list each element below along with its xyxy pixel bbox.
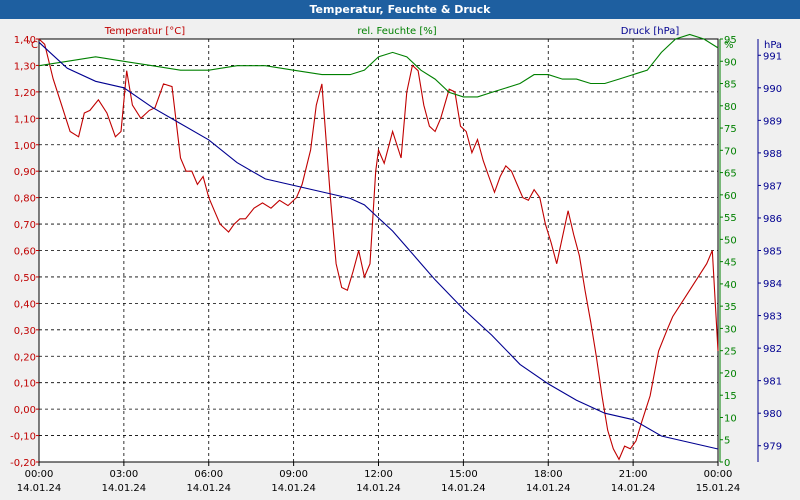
temp-tick-label: -0,10 — [10, 432, 36, 443]
date-tick-label: 14.01.24 — [271, 483, 316, 494]
hum-tick-label: 45 — [724, 258, 737, 269]
hum-tick-label: 95 — [724, 35, 737, 46]
hum-tick-label: 30 — [724, 324, 737, 335]
hum-tick-label: 15 — [724, 391, 737, 402]
temp-tick-label: 0,80 — [14, 194, 36, 205]
hum-tick-label: 55 — [724, 213, 737, 224]
temp-tick-label: 0,00 — [14, 405, 36, 416]
humidity-line — [38, 33, 719, 98]
hum-tick-label: 40 — [724, 280, 737, 291]
time-tick-label: 12:00 — [364, 469, 393, 480]
temp-tick-label: 0,40 — [14, 299, 36, 310]
date-tick-label: 14.01.24 — [526, 483, 571, 494]
date-tick-label: 14.01.24 — [17, 483, 62, 494]
temp-tick-label: 1,10 — [14, 114, 36, 125]
date-tick-label: 14.01.24 — [441, 483, 486, 494]
hum-unit-label: % — [724, 40, 734, 51]
press-tick-label: 983 — [763, 312, 782, 323]
temp-tick-label: 0,60 — [14, 247, 36, 258]
time-tick-label: 00:00 — [704, 469, 733, 480]
press-tick-label: 990 — [763, 84, 782, 95]
chart-title: Temperatur, Feuchte & Druck — [309, 3, 491, 16]
temp-tick-label: 0,50 — [14, 273, 36, 284]
hum-tick-label: 65 — [724, 169, 737, 180]
hum-tick-label: 90 — [724, 57, 737, 68]
press-tick-label: 985 — [763, 247, 782, 258]
press-tick-label: 991 — [763, 51, 782, 62]
date-tick-label: 14.01.24 — [611, 483, 656, 494]
time-tick-label: 03:00 — [109, 469, 138, 480]
hum-tick-label: 85 — [724, 80, 737, 91]
press-tick-label: 988 — [763, 149, 782, 160]
time-axis: 00:00 14.01.24 03:00 14.01.24 06:00 14.01.24 0… — [17, 462, 741, 494]
time-tick-label: 00:00 — [25, 469, 54, 480]
series-lines — [38, 33, 719, 461]
hum-tick-label: 25 — [724, 347, 737, 358]
date-tick-label: 14.01.24 — [102, 483, 147, 494]
hum-tick-label: 5 — [724, 436, 730, 447]
temp-tick-label: 0,90 — [14, 167, 36, 178]
time-tick-label: 06:00 — [194, 469, 223, 480]
pressure-axis: 979 980 981 982 983 984 985 986 987 988 989 990 991 — [757, 39, 782, 462]
time-tick-label: 18:00 — [534, 469, 563, 480]
hum-tick-label: 35 — [724, 302, 737, 313]
press-tick-label: 980 — [763, 409, 782, 420]
hum-tick-label: 20 — [724, 369, 737, 380]
pressure-line — [38, 41, 719, 450]
press-tick-label: 981 — [763, 377, 782, 388]
hum-tick-label: 75 — [724, 124, 737, 135]
temperature-axis: -0,20 -0,10 0,00 0,10 0,20 0,30 0,40 0,50 0,60 0,… — [10, 35, 39, 469]
press-tick-label: 987 — [763, 181, 782, 192]
date-tick-label: 14.01.24 — [186, 483, 231, 494]
temp-unit-label: °C — [26, 40, 38, 51]
hum-tick-label: 10 — [724, 413, 737, 424]
press-tick-label: 984 — [763, 279, 782, 290]
temp-tick-label: 1,40 — [14, 35, 36, 46]
hum-tick-label: 0 — [724, 458, 730, 469]
temp-tick-label: 0,10 — [14, 379, 36, 390]
temp-tick-label: 0,30 — [14, 326, 36, 337]
chart-title-bar: Temperatur, Feuchte & Druck — [0, 0, 800, 19]
temperature-line — [38, 38, 719, 461]
time-tick-label: 09:00 — [279, 469, 308, 480]
temp-tick-label: 1,00 — [14, 141, 36, 152]
press-tick-label: 982 — [763, 344, 782, 355]
press-unit-label: hPa — [764, 40, 782, 51]
hum-tick-label: 60 — [724, 191, 737, 202]
press-tick-label: 989 — [763, 116, 782, 127]
temp-tick-label: 1,20 — [14, 88, 36, 99]
temp-tick-label: 0,20 — [14, 352, 36, 363]
temp-tick-label: 0,70 — [14, 220, 36, 231]
date-tick-label: 14.01.24 — [356, 483, 401, 494]
legend-humidity: rel. Feuchte [%] — [357, 26, 436, 37]
press-tick-label: 979 — [763, 442, 782, 453]
temp-tick-label: 1,30 — [14, 61, 36, 72]
time-tick-label: 15:00 — [449, 469, 478, 480]
date-tick-label: 15.01.24 — [696, 483, 741, 494]
legend-temperature: Temperatur [°C] — [104, 26, 185, 37]
press-tick-label: 986 — [763, 214, 782, 225]
time-tick-label: 21:00 — [619, 469, 648, 480]
temp-tick-label: -0,20 — [10, 458, 36, 469]
hum-tick-label: 50 — [724, 235, 737, 246]
legend-pressure: Druck [hPa] — [621, 26, 680, 37]
humidity-axis: 0 5 10 15 20 25 30 35 40 45 50 55 60 65 70 75 80 85 90 95 — [719, 35, 737, 469]
hum-tick-label: 70 — [724, 146, 737, 157]
hum-tick-label: 80 — [724, 102, 737, 113]
